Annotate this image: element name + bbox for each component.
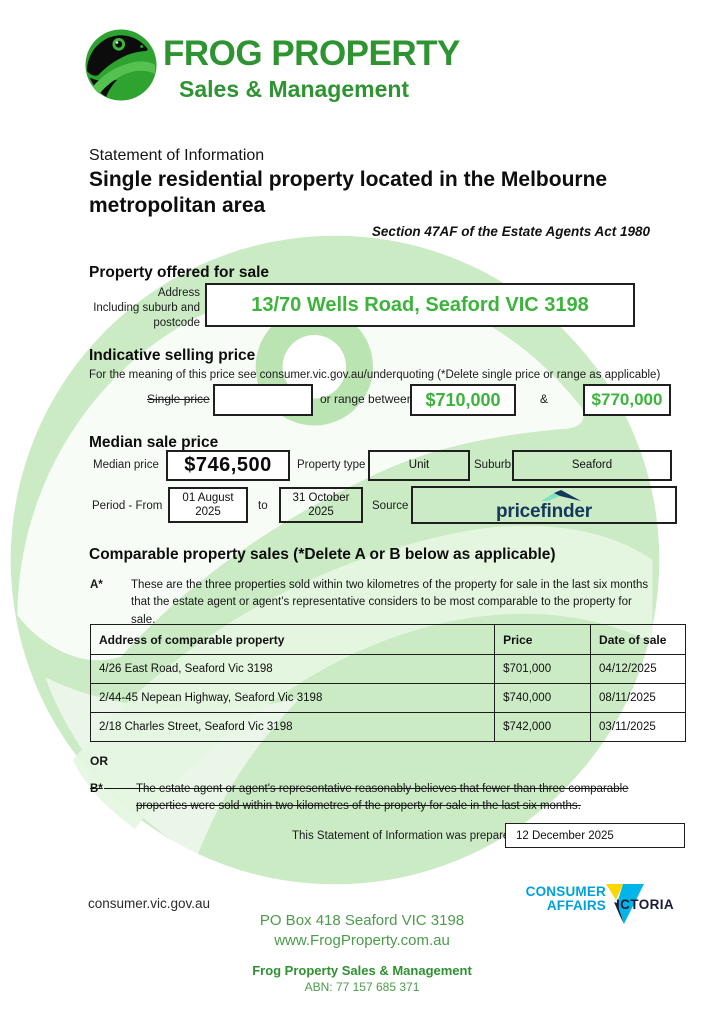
prepared-on-label: This Statement of Information was prepar…: [292, 830, 535, 842]
section-heading-property: Property offered for sale: [89, 264, 270, 281]
option-b-text: The estate agent or agent's representati…: [136, 783, 629, 813]
median-price-value: $746,500: [184, 454, 272, 476]
cell-price: $701,000: [494, 654, 592, 684]
property-type-label: Property type: [297, 459, 366, 471]
comparable-sales-table: Address of comparable property Price Dat…: [89, 624, 686, 742]
range-to-field[interactable]: $770,000: [583, 384, 671, 416]
section-heading-median-price: Median sale price: [89, 434, 219, 451]
brand-name: FROG PROPERTY: [163, 34, 460, 73]
underquoting-note: For the meaning of this price see consum…: [89, 369, 661, 381]
address-value: 13/70 Wells Road, Seaford VIC 3198: [251, 293, 589, 316]
cell-date: 04/12/2025: [590, 654, 686, 684]
median-price-label: Median price: [93, 459, 159, 471]
period-to-value: 31 October 2025: [292, 491, 350, 518]
col-header-price: Price: [494, 624, 592, 655]
single-price-label: Single price: [147, 392, 210, 406]
frog-logo-icon: [85, 29, 157, 101]
or-label: OR: [90, 754, 108, 768]
cell-address: 2/18 Charles Street, Seaford Vic 3198: [89, 712, 496, 742]
single-price-field[interactable]: [213, 384, 313, 416]
period-from-field[interactable]: 01 August 2025: [168, 487, 248, 523]
cav-triangle-icon: [606, 884, 644, 924]
range-from-field[interactable]: $710,000: [410, 384, 516, 416]
suburb-label: Suburb: [474, 459, 512, 471]
option-a-text: These are the three properties sold with…: [131, 579, 649, 626]
option-b-label: B*: [90, 783, 103, 795]
col-header-date: Date of sale: [590, 624, 686, 655]
pricefinder-logo: pricefinder: [496, 489, 592, 522]
footer-company-name: Frog Property Sales & Management: [252, 963, 472, 978]
cell-address: 2/44-45 Nepean Highway, Seaford Vic 3198: [89, 683, 496, 713]
median-price-field[interactable]: $746,500: [166, 450, 290, 481]
source-field[interactable]: pricefinder: [411, 486, 677, 524]
period-from-label: Period - From: [92, 500, 163, 512]
col-header-address: Address of comparable property: [89, 624, 496, 655]
section-heading-indicative-price: Indicative selling price: [89, 347, 256, 364]
range-to-value: $770,000: [591, 390, 663, 409]
option-a-label: A*: [90, 579, 103, 591]
cell-date: 03/11/2025: [590, 712, 686, 742]
address-label: Address Including suburb and postcode: [93, 287, 200, 329]
consumer-vic-link[interactable]: consumer.vic.gov.au: [88, 896, 211, 911]
range-label: or range between: [320, 392, 414, 406]
to-label: to: [258, 500, 268, 512]
strike-connector-line: [104, 788, 136, 789]
property-type-value: Unit: [408, 459, 430, 472]
brand-tagline: Sales & Management: [179, 76, 410, 102]
cell-date: 08/11/2025: [590, 683, 686, 713]
cav-victoria-text: ICTORIA: [616, 897, 675, 912]
cell-price: $742,000: [494, 712, 592, 742]
address-field[interactable]: 13/70 Wells Road, Seaford VIC 3198: [205, 283, 635, 327]
table-row: 4/26 East Road, Seaford Vic 3198 $701,00…: [89, 654, 686, 684]
source-label: Source: [372, 500, 409, 512]
period-from-value: 01 August 2025: [182, 491, 234, 518]
legal-section-reference: Section 47AF of the Estate Agents Act 19…: [371, 224, 650, 239]
range-from-value: $710,000: [425, 389, 501, 410]
cav-affairs-text: AFFAIRS: [546, 898, 606, 913]
prepared-on-field[interactable]: 12 December 2025: [505, 823, 685, 848]
footer-po-box: PO Box 418 Seaford VIC 3198: [259, 912, 465, 929]
section-heading-comparable-sales: Comparable property sales (*Delete A or …: [89, 546, 556, 563]
page-title: Single residential property located in t…: [89, 168, 608, 217]
property-type-field[interactable]: Unit: [368, 450, 470, 481]
suburb-field[interactable]: Seaford: [512, 450, 672, 481]
pricefinder-wordmark: pricefinder: [496, 500, 592, 522]
table-row: 2/44-45 Nepean Highway, Seaford Vic 3198…: [89, 683, 686, 713]
consumer-affairs-victoria-logo: CONSUMER AFFAIRS ICTORIA: [512, 884, 690, 928]
footer-abn: ABN: 77 157 685 371: [304, 980, 420, 994]
table-header-row: Address of comparable property Price Dat…: [89, 624, 686, 655]
ampersand-label: &: [540, 392, 549, 406]
cell-address: 4/26 East Road, Seaford Vic 3198: [89, 654, 496, 684]
period-to-field[interactable]: 31 October 2025: [279, 487, 363, 523]
cav-consumer-text: CONSUMER: [525, 884, 606, 899]
prepared-on-date: 12 December 2025: [516, 829, 614, 842]
table-row: 2/18 Charles Street, Seaford Vic 3198 $7…: [89, 712, 686, 742]
cell-price: $740,000: [494, 683, 592, 713]
document-subtitle: Statement of Information: [89, 147, 265, 164]
pricefinder-arrow-icon: [541, 489, 581, 501]
footer-website-link[interactable]: www.FrogProperty.com.au: [274, 932, 450, 949]
suburb-value: Seaford: [571, 459, 613, 472]
